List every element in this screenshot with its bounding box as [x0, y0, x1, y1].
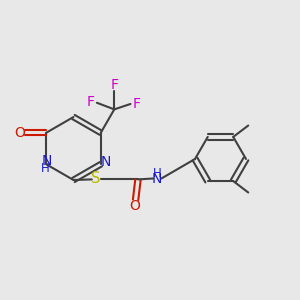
- Text: F: F: [87, 94, 95, 109]
- Text: N: N: [42, 154, 52, 168]
- Text: N: N: [152, 172, 162, 186]
- Text: H: H: [153, 167, 162, 180]
- Text: H: H: [41, 162, 50, 175]
- Text: S: S: [91, 171, 101, 186]
- Text: F: F: [110, 78, 118, 92]
- Text: O: O: [14, 126, 25, 140]
- Text: F: F: [133, 97, 140, 111]
- Text: O: O: [130, 199, 140, 213]
- Text: N: N: [101, 155, 111, 169]
